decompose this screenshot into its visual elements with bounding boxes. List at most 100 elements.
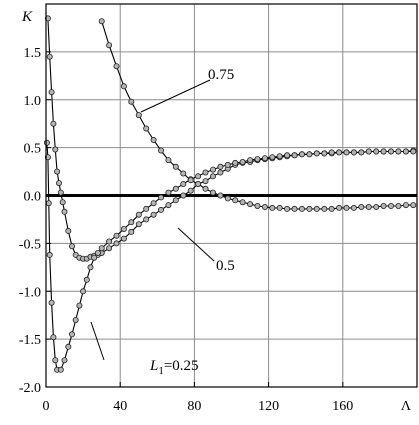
data-point [365,148,372,155]
series-label: L1=0.25 [149,358,199,377]
data-point [395,202,402,209]
data-point [387,148,394,155]
data-point [54,168,61,175]
data-point [402,202,409,209]
data-point [135,211,142,218]
data-point [150,136,157,143]
data-point [98,18,105,25]
data-point [209,173,216,180]
data-point [350,204,357,211]
data-point [328,205,335,212]
data-point [402,148,409,155]
data-point [269,154,276,161]
data-point [261,203,268,210]
data-point [247,201,254,208]
data-point [57,366,64,373]
data-point [46,251,53,258]
data-point [261,155,268,162]
data-point [157,206,164,213]
data-point [254,202,261,209]
y-tick-label: -2.0 [19,381,41,396]
data-point [172,197,179,204]
series-label: 0.5 [216,258,235,274]
data-point [321,150,328,157]
data-point [106,245,113,252]
data-point [157,194,164,201]
data-point [269,204,276,211]
series-line [46,142,414,371]
data-point [135,112,142,119]
data-point [46,53,53,60]
data-point [61,208,68,215]
data-point [365,203,372,210]
data-point [120,235,127,242]
data-point [187,187,194,194]
data-point [180,170,187,177]
data-point [209,166,216,173]
data-point [321,205,328,212]
data-point [343,149,350,156]
data-point [120,225,127,232]
data-point [350,149,357,156]
data-point [217,163,224,170]
y-tick-label: 1.0 [24,94,42,109]
data-point [65,343,72,350]
x-tick-label: 80 [187,399,201,414]
data-point [59,199,66,206]
x-axis-title: Λ [401,399,412,414]
data-point [358,149,365,156]
data-point [106,42,113,49]
series-leader-line [90,321,105,361]
data-point [306,151,313,158]
data-point [284,205,291,212]
data-point [306,205,313,212]
data-point [52,146,59,153]
data-point [128,219,135,226]
data-point [143,125,150,132]
data-point [284,152,291,159]
data-point [165,157,172,164]
data-point [165,189,172,196]
data-point [291,152,298,159]
data-point [336,149,343,156]
data-point [135,221,142,228]
data-point [69,331,76,338]
data-point [44,154,51,161]
data-point [254,156,261,163]
axes [45,3,418,388]
data-point [202,169,209,176]
data-point [217,192,224,199]
y-tick-label: -1.0 [19,285,41,300]
data-point [172,185,179,192]
data-point [298,151,305,158]
labels: -2.0 -1.5 -1.0 -0.5 0.0 0.5 1.0 1.5 0 40 80 120 160 Λ… [19,9,412,414]
data-point [313,205,320,212]
data-point [150,200,157,207]
data-point [336,204,343,211]
data-point [224,195,231,202]
data-point [298,205,305,212]
data-point [343,204,350,211]
data-point [57,189,64,196]
data-point [224,161,231,168]
series-line [47,18,414,260]
data-point [276,153,283,160]
data-point [165,202,172,209]
data-point [52,357,59,364]
data-point [150,211,157,218]
data-point [50,120,57,127]
data-point [45,200,52,207]
data-point [94,249,101,256]
data-point [239,158,246,165]
y-tick-label: -0.5 [19,237,41,252]
data-point [276,204,283,211]
data-point [128,228,135,235]
x-tick-label: 40 [113,399,127,414]
data-point [48,89,55,96]
data-point [48,299,55,306]
y-tick-label: 0.5 [24,142,42,157]
data-point [56,180,63,187]
x-tick-label: 160 [332,399,353,414]
